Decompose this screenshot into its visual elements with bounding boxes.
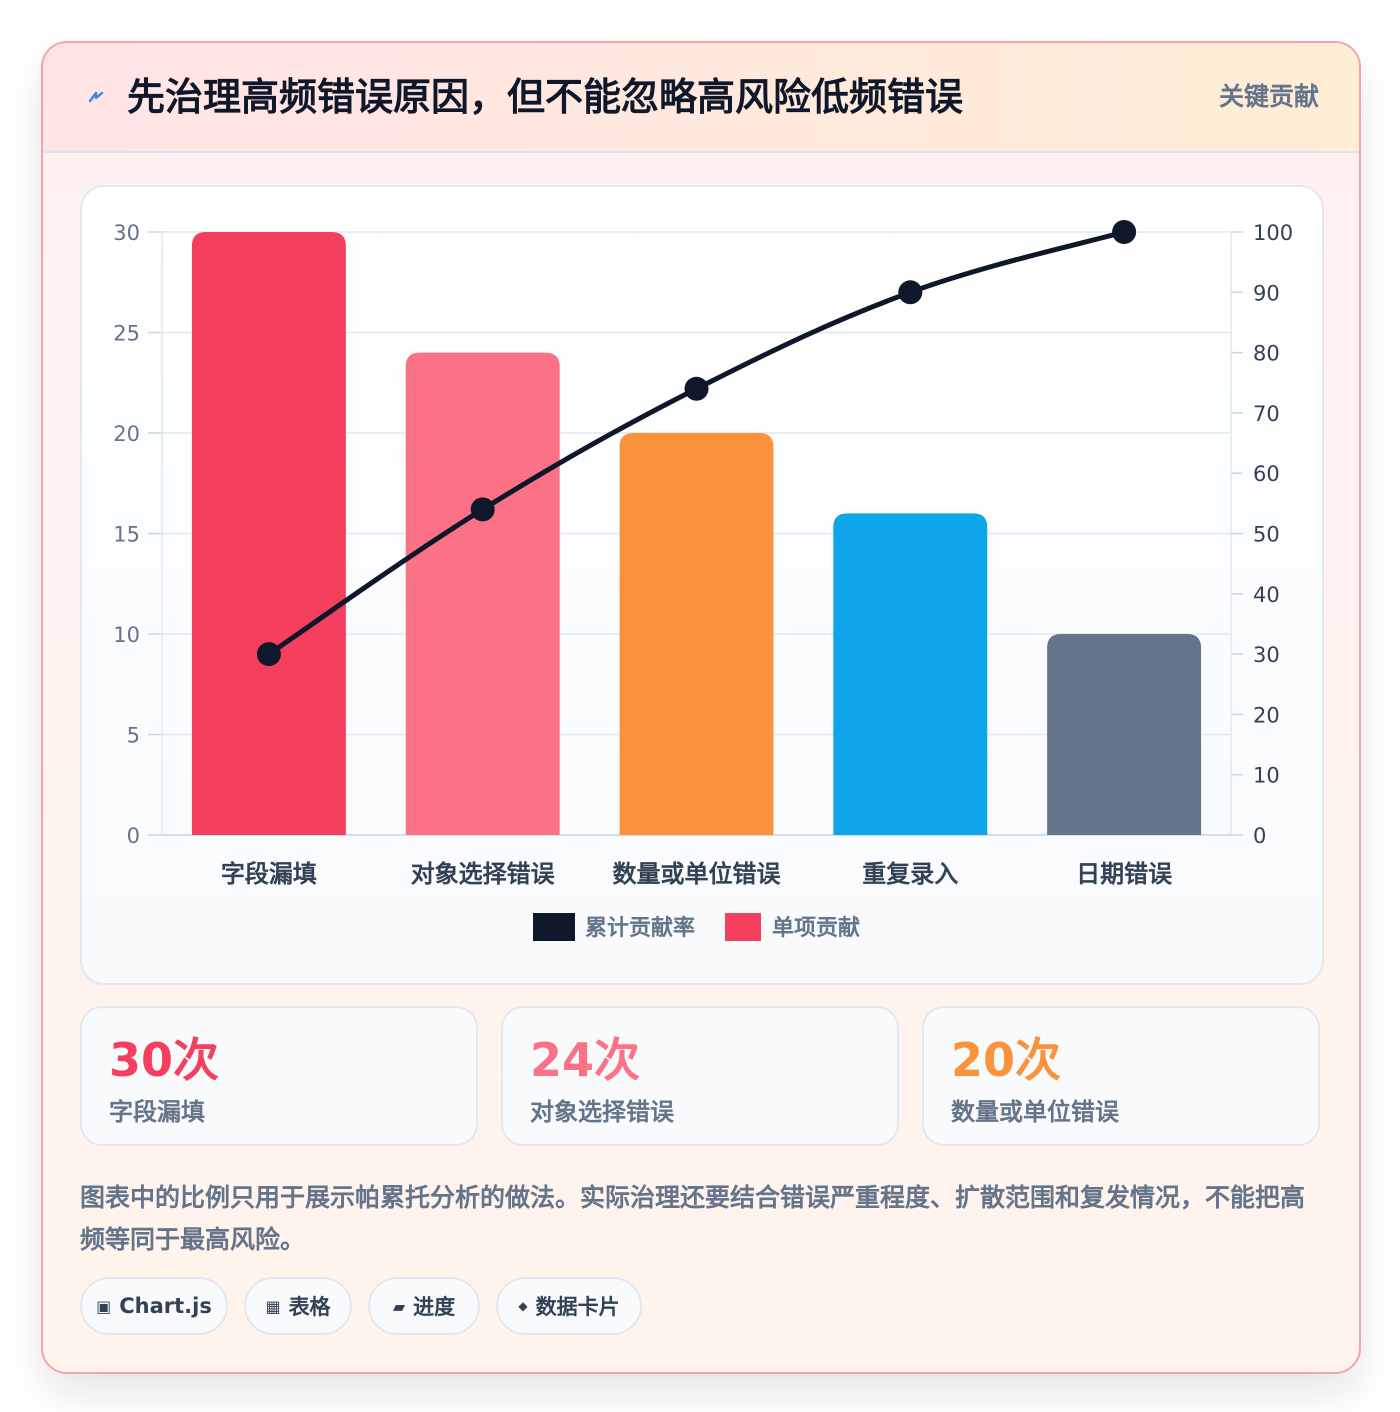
stat-card: 30次 字段漏填 — [80, 1006, 478, 1146]
stat-value: 24次 — [530, 1033, 641, 1087]
y-tick-label: 30 — [113, 221, 140, 245]
stat-value: 30次 — [109, 1033, 220, 1087]
y-tick-label: 20 — [113, 422, 140, 446]
legend-swatch-cumulative — [533, 913, 575, 941]
pill-label: 数据卡片 — [535, 1295, 620, 1319]
y2-tick-label: 70 — [1253, 402, 1280, 426]
stat-card: 20次 数量或单位错误 — [922, 1006, 1320, 1146]
legend-swatch-bar — [725, 913, 761, 941]
bar — [405, 352, 560, 835]
stat-label: 对象选择错误 — [530, 1098, 674, 1126]
progress-icon: ▰ — [392, 1296, 406, 1316]
y-tick-label: 5 — [127, 724, 140, 748]
stat-label: 字段漏填 — [109, 1098, 205, 1126]
cumulative-point — [470, 497, 495, 522]
y2-tick-label: 30 — [1253, 643, 1280, 667]
table-icon: ▦ — [265, 1296, 281, 1316]
diamond-icon: ◆ — [518, 1299, 528, 1313]
stat-value: 20次 — [951, 1033, 1062, 1087]
x-tick-label: 重复录入 — [862, 860, 958, 888]
table-pill[interactable]: ▦ 表格 — [244, 1277, 352, 1335]
y-tick-label: 15 — [113, 523, 140, 547]
x-tick-label: 日期错误 — [1076, 860, 1173, 888]
pill-label: 进度 — [413, 1295, 456, 1319]
x-tick-label: 数量或单位错误 — [613, 860, 782, 888]
chartjs-pill[interactable]: ▣ Chart.js — [80, 1277, 228, 1335]
stat-card: 24次 对象选择错误 — [501, 1006, 899, 1146]
chart-panel: 0 5 10 15 20 25 30 0 10 20 30 40 50 60 70 80 90 100 字段漏填 对象… — [80, 185, 1324, 985]
stat-label: 数量或单位错误 — [951, 1098, 1119, 1126]
y-tick-label: 10 — [113, 623, 140, 647]
pareto-chart: 0 5 10 15 20 25 30 0 10 20 30 40 50 60 70 80 90 100 字段漏填 对象… — [113, 220, 1293, 941]
header-tag: 关键贡献 — [1218, 82, 1319, 111]
y2-tick-label: 50 — [1253, 523, 1280, 547]
lightning-icon — [88, 91, 104, 103]
y-tick-label: 25 — [113, 322, 140, 346]
legend-label: 累计贡献率 — [585, 915, 695, 941]
y2-tick-label: 0 — [1253, 824, 1266, 848]
y2-tick-label: 100 — [1253, 221, 1293, 245]
y-tick-label: 0 — [127, 824, 140, 848]
analysis-note: 图表中的比例只用于展示帕累托分析的做法。实际治理还要结合错误严重程度、扩散范围和… — [80, 1183, 1306, 1254]
cumulative-point — [256, 642, 281, 667]
pill-label: Chart.js — [119, 1294, 212, 1318]
data-card-pill[interactable]: ◆ 数据卡片 — [496, 1277, 642, 1335]
y2-tick-label: 40 — [1253, 583, 1280, 607]
pareto-card: 先治理高频错误原因，但不能忽略高风险低频错误 关键贡献 0 5 10 15 20 25 30… — [41, 41, 1361, 1374]
chart-icon: ▣ — [96, 1296, 112, 1316]
cumulative-point — [1112, 220, 1137, 244]
progress-pill[interactable]: ▰ 进度 — [368, 1277, 480, 1335]
y2-tick-label: 10 — [1253, 764, 1280, 788]
y2-tick-label: 90 — [1253, 281, 1280, 305]
bar — [1047, 634, 1202, 835]
x-tick-label: 字段漏填 — [221, 860, 317, 888]
bar — [191, 232, 346, 835]
x-tick-label: 对象选择错误 — [411, 860, 556, 888]
y2-tick-label: 20 — [1253, 703, 1280, 727]
pill-label: 表格 — [288, 1295, 331, 1319]
y2-tick-label: 60 — [1253, 462, 1280, 486]
legend-label: 单项贡献 — [772, 915, 860, 941]
y2-tick-label: 80 — [1253, 342, 1280, 366]
card-header: 先治理高频错误原因，但不能忽略高风险低频错误 关键贡献 — [43, 43, 1359, 153]
bar — [619, 433, 774, 835]
cumulative-point — [684, 376, 709, 401]
cumulative-point — [898, 280, 923, 305]
card-title: 先治理高频错误原因，但不能忽略高风险低频错误 — [127, 75, 964, 119]
bar — [833, 513, 988, 835]
